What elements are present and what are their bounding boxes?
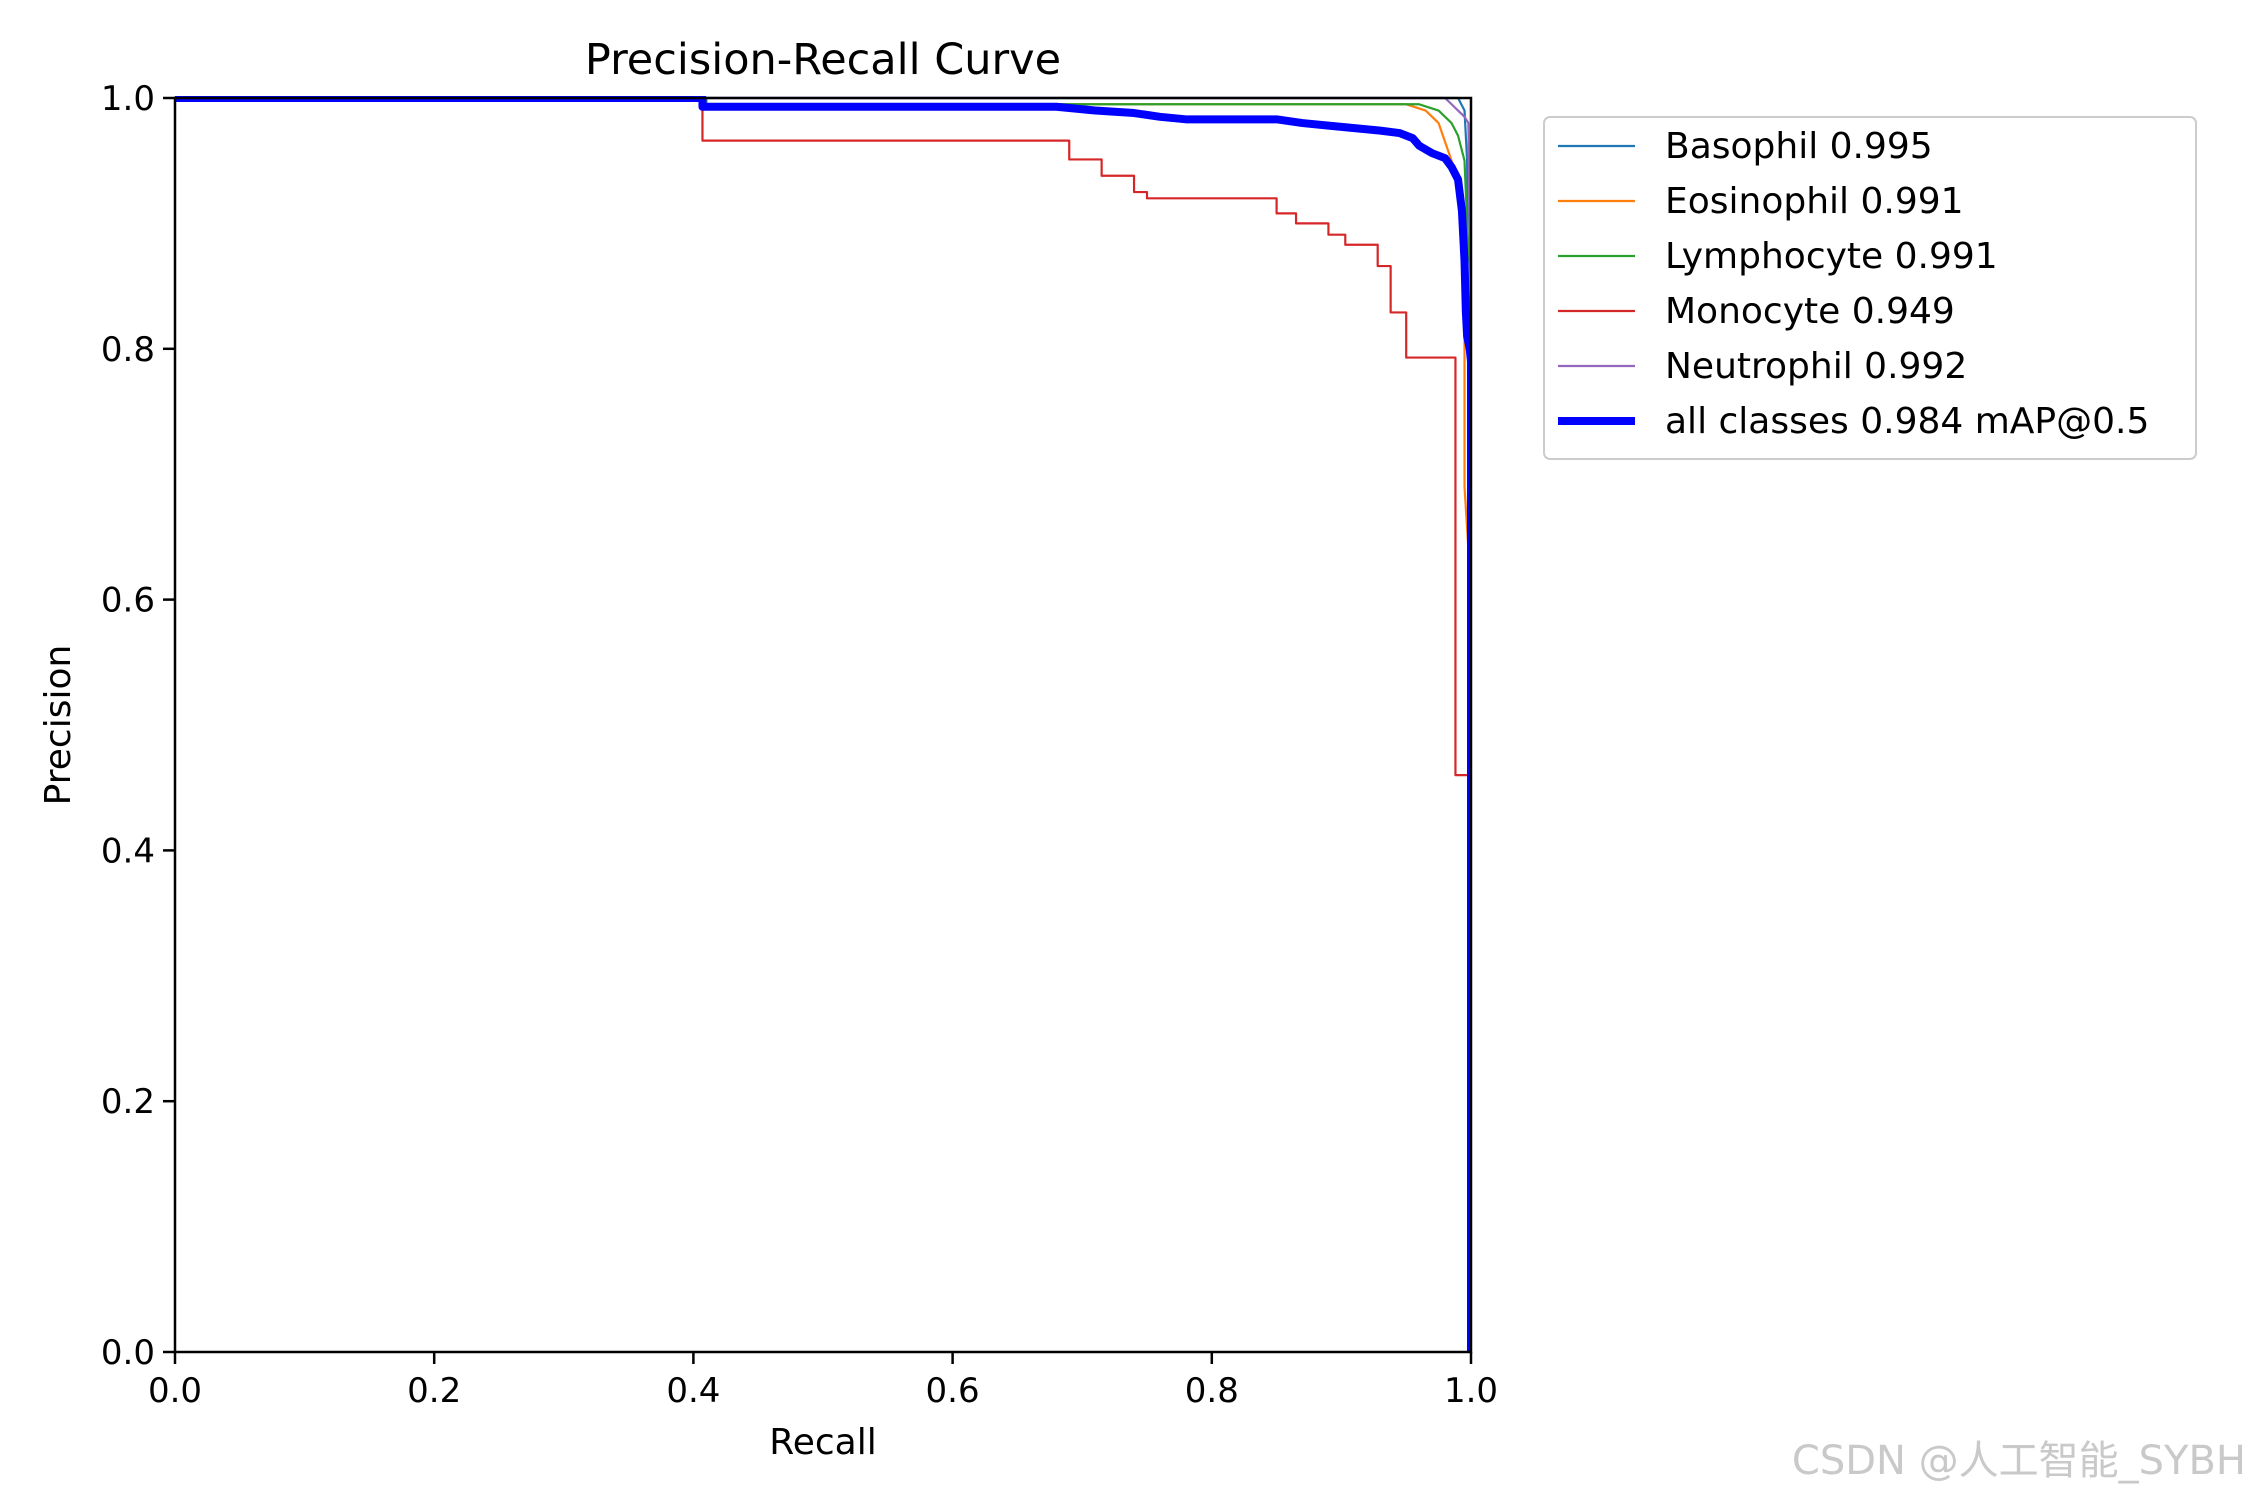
y-tick-label: 1.0 <box>101 79 155 119</box>
x-tick-label: 0.2 <box>407 1371 461 1411</box>
legend-box <box>1543 116 2197 460</box>
x-tick-label: 1.0 <box>1444 1371 1498 1411</box>
x-axis-label: Recall <box>769 1422 876 1463</box>
series-line-all <box>175 96 1472 1352</box>
x-tick-label: 0.8 <box>1185 1371 1239 1411</box>
legend: Basophil 0.995 Eosinophil 0.991 Lymphocyte… <box>1543 116 2197 460</box>
series-line-lymphocyte <box>175 96 1472 1352</box>
y-tick-label: 0.8 <box>101 330 155 370</box>
y-axis-label: Precision <box>38 645 79 806</box>
y-tick-label: 0.4 <box>101 831 155 871</box>
legend-label: Eosinophil 0.991 <box>1665 181 1964 222</box>
x-tick-label: 0.4 <box>666 1371 720 1411</box>
plot-frame <box>173 96 1473 1354</box>
chart-title: Precision-Recall Curve <box>585 35 1061 85</box>
y-axis-ticks: 0.0 0.2 0.4 0.6 0.8 1.0 <box>101 79 175 1373</box>
y-tick-label: 0.6 <box>101 581 155 621</box>
legend-label: Lymphocyte 0.991 <box>1665 236 1998 277</box>
series-layer <box>175 96 1472 1352</box>
series-line-basophil <box>175 96 1472 1352</box>
x-axis-ticks: 0.0 0.2 0.4 0.6 0.8 1.0 <box>148 1352 1498 1411</box>
series-line-eosinophil <box>175 96 1472 1352</box>
legend-label: Monocyte 0.949 <box>1665 291 1955 332</box>
series-line-monocyte <box>175 96 1470 1352</box>
watermark: CSDN @人工智能_SYBH <box>1791 1438 2246 1484</box>
series-line-neutrophil <box>175 96 1472 1352</box>
legend-label: Basophil 0.995 <box>1665 126 1933 167</box>
legend-label: Neutrophil 0.992 <box>1665 346 1967 387</box>
y-tick-label: 0.0 <box>101 1333 155 1373</box>
x-tick-label: 0.0 <box>148 1371 202 1411</box>
x-tick-label: 0.6 <box>926 1371 980 1411</box>
legend-label: all classes 0.984 mAP@0.5 <box>1665 401 2149 442</box>
y-tick-label: 0.2 <box>101 1082 155 1122</box>
